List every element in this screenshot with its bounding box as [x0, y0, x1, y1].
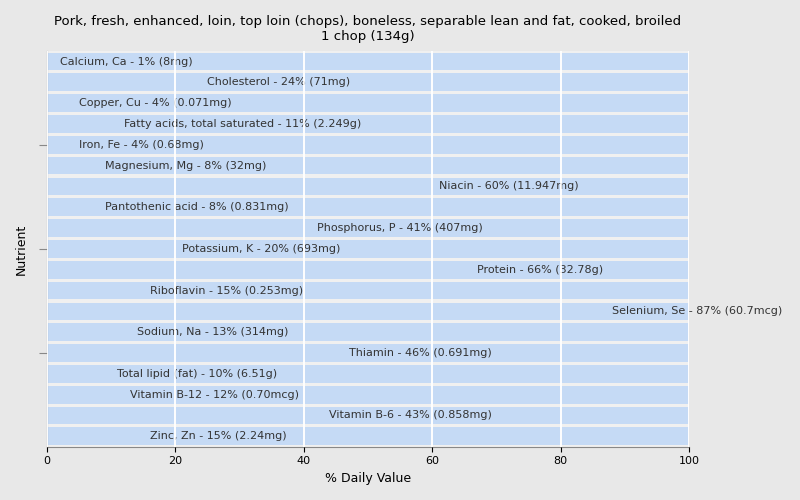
Bar [46, 219, 310, 237]
Bar [46, 74, 689, 91]
Bar [46, 406, 689, 424]
Bar [46, 406, 323, 424]
Text: Sodium, Na - 13% (314mg): Sodium, Na - 13% (314mg) [137, 327, 288, 337]
Bar [46, 365, 111, 382]
Text: Niacin - 60% (11.947mg): Niacin - 60% (11.947mg) [438, 182, 578, 192]
Bar [46, 428, 689, 445]
Bar [46, 52, 53, 70]
Bar [46, 94, 689, 112]
Bar [46, 282, 143, 300]
Bar [46, 52, 689, 70]
Bar [46, 178, 432, 196]
X-axis label: % Daily Value: % Daily Value [325, 472, 411, 485]
Text: Calcium, Ca - 1% (8mg): Calcium, Ca - 1% (8mg) [59, 56, 192, 66]
Bar [46, 344, 342, 362]
Bar [46, 198, 689, 216]
Bar [46, 324, 689, 341]
Bar [46, 282, 689, 300]
Bar [46, 386, 124, 404]
Text: Iron, Fe - 4% (0.68mg): Iron, Fe - 4% (0.68mg) [79, 140, 204, 150]
Text: Cholesterol - 24% (71mg): Cholesterol - 24% (71mg) [207, 78, 350, 88]
Bar [46, 157, 98, 174]
Text: Pantothenic acid - 8% (0.831mg): Pantothenic acid - 8% (0.831mg) [105, 202, 288, 212]
Bar [46, 178, 689, 196]
Bar [46, 136, 689, 154]
Bar [46, 94, 73, 112]
Text: Riboflavin - 15% (0.253mg): Riboflavin - 15% (0.253mg) [150, 286, 302, 296]
Y-axis label: Nutrient: Nutrient [15, 224, 28, 274]
Text: Vitamin B-12 - 12% (0.70mcg): Vitamin B-12 - 12% (0.70mcg) [130, 390, 299, 400]
Bar [46, 198, 98, 216]
Bar [46, 219, 689, 237]
Bar [46, 428, 143, 445]
Bar [46, 240, 175, 258]
Bar [46, 261, 689, 278]
Text: Zinc, Zn - 15% (2.24mg): Zinc, Zn - 15% (2.24mg) [150, 432, 286, 442]
Bar [46, 136, 73, 154]
Bar [46, 386, 689, 404]
Text: Thiamin - 46% (0.691mg): Thiamin - 46% (0.691mg) [349, 348, 491, 358]
Bar [46, 302, 606, 320]
Bar [46, 115, 689, 133]
Text: Fatty acids, total saturated - 11% (2.249g): Fatty acids, total saturated - 11% (2.24… [124, 119, 361, 129]
Bar [46, 261, 470, 278]
Bar [46, 240, 689, 258]
Text: Phosphorus, P - 41% (407mg): Phosphorus, P - 41% (407mg) [317, 223, 482, 233]
Text: Copper, Cu - 4% (0.071mg): Copper, Cu - 4% (0.071mg) [79, 98, 231, 108]
Bar [46, 302, 689, 320]
Title: Pork, fresh, enhanced, loin, top loin (chops), boneless, separable lean and fat,: Pork, fresh, enhanced, loin, top loin (c… [54, 15, 682, 43]
Bar [46, 74, 201, 91]
Bar [46, 344, 689, 362]
Text: Magnesium, Mg - 8% (32mg): Magnesium, Mg - 8% (32mg) [105, 160, 266, 170]
Text: Total lipid (fat) - 10% (6.51g): Total lipid (fat) - 10% (6.51g) [118, 369, 278, 379]
Bar [46, 365, 689, 382]
Text: Potassium, K - 20% (693mg): Potassium, K - 20% (693mg) [182, 244, 340, 254]
Bar [46, 115, 118, 133]
Text: Vitamin B-6 - 43% (0.858mg): Vitamin B-6 - 43% (0.858mg) [330, 410, 492, 420]
Bar [46, 157, 689, 174]
Text: Selenium, Se - 87% (60.7mcg): Selenium, Se - 87% (60.7mcg) [612, 306, 782, 316]
Bar [46, 324, 130, 341]
Text: Protein - 66% (32.78g): Protein - 66% (32.78g) [477, 264, 603, 274]
